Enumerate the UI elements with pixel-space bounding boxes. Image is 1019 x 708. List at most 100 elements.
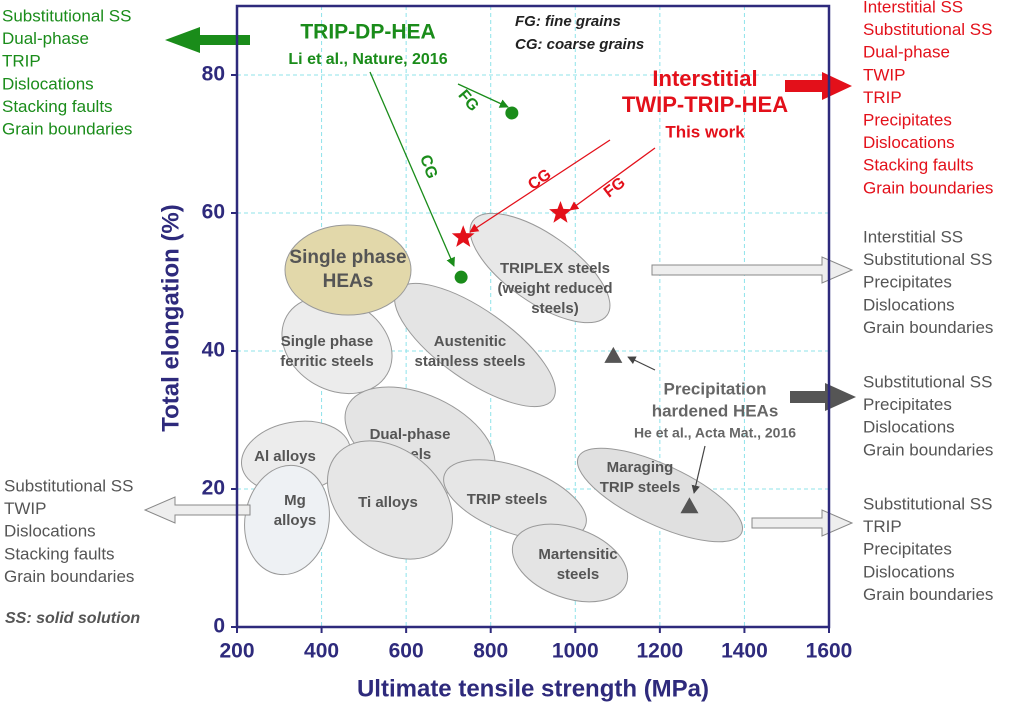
mechanism: Grain boundaries xyxy=(863,178,993,197)
region-label: Al alloys xyxy=(254,448,316,465)
point xyxy=(451,225,475,247)
mechanism: Interstitial SS xyxy=(863,0,963,16)
mechanism: Substitutional SS xyxy=(4,476,133,495)
pointer xyxy=(369,71,455,267)
point xyxy=(454,270,468,284)
y-tick-label: 60 xyxy=(202,201,225,224)
mechanism: Stacking faults xyxy=(2,97,113,116)
mechanism: Precipitates xyxy=(863,273,952,292)
point-label: CG xyxy=(525,166,554,194)
y-tick-label: 80 xyxy=(202,63,225,86)
region-label: stainless steels xyxy=(415,353,526,370)
mechanism: Dislocations xyxy=(4,522,96,541)
mechanism: Substitutional SS xyxy=(863,20,992,39)
pointer xyxy=(457,83,509,108)
y-tick-label: 0 xyxy=(213,615,225,638)
region-label: Dual-phase xyxy=(370,426,451,443)
mechanism: Substitutional SS xyxy=(2,6,131,25)
mechanism: Dislocations xyxy=(2,74,94,93)
x-tick-label: 1200 xyxy=(636,640,683,663)
note: CG: coarse grains xyxy=(515,36,644,53)
mechanism: Precipitates xyxy=(863,110,952,129)
plot-frame xyxy=(235,4,831,629)
reference: He et al., Acta Mat., 2016 xyxy=(634,425,796,441)
point xyxy=(549,201,572,223)
y-axis-label: Total elongation (%) xyxy=(157,204,184,432)
mechanism: Dual-phase xyxy=(2,29,89,48)
region-label: HEAs xyxy=(323,271,374,292)
x-tick-label: 600 xyxy=(389,640,424,663)
mechanism: TRIP xyxy=(2,52,41,71)
point xyxy=(680,497,699,514)
pointer xyxy=(627,356,656,371)
series-label: This work xyxy=(665,122,745,141)
point-label: CG xyxy=(416,153,440,181)
x-tick-label: 1400 xyxy=(721,640,768,663)
reference: Li et al., Nature, 2016 xyxy=(288,51,447,68)
mechanism: Grain boundaries xyxy=(863,585,993,604)
region-label: Martensitic xyxy=(538,546,617,563)
region-label: TRIPLEX steels xyxy=(500,260,610,277)
mechanism: Grain boundaries xyxy=(863,440,993,459)
mechanism: TRIP xyxy=(863,517,902,536)
region-label: Single phase xyxy=(289,247,406,268)
region-label: steels) xyxy=(531,300,579,317)
region-label: (weight reduced xyxy=(497,280,612,297)
mechanism: Substitutional SS xyxy=(863,250,992,269)
point-label: FG xyxy=(455,87,482,115)
arrow-gray xyxy=(143,496,251,524)
arrow-red xyxy=(785,72,852,100)
point xyxy=(505,106,519,120)
mechanism: Stacking faults xyxy=(4,544,115,563)
pointer xyxy=(469,139,611,233)
arrow-gray xyxy=(751,509,854,537)
x-tick-label: 1000 xyxy=(552,640,599,663)
mechanism: Grain boundaries xyxy=(4,567,134,586)
series-label: TWIP-TRIP-HEA xyxy=(622,92,788,117)
x-tick-label: 800 xyxy=(473,640,508,663)
series-label: Precipitation xyxy=(664,379,767,398)
note: SS: solid solution xyxy=(5,610,140,627)
mechanism: Stacking faults xyxy=(863,156,974,175)
mechanism: Grain boundaries xyxy=(2,119,132,138)
mechanism: TWIP xyxy=(863,65,906,84)
region-label: alloys xyxy=(274,512,317,529)
pointer xyxy=(569,147,656,211)
y-tick-label: 40 xyxy=(202,339,225,362)
series-label: Interstitial xyxy=(652,66,757,91)
series-label: TRIP-DP-HEA xyxy=(300,21,435,44)
x-axis-label: Ultimate tensile strength (MPa) xyxy=(357,675,709,702)
point xyxy=(604,346,623,363)
region-label: Maraging xyxy=(607,459,674,476)
mechanism: Precipitates xyxy=(863,540,952,559)
arrow-green xyxy=(165,27,250,53)
series-label: hardened HEAs xyxy=(652,401,779,420)
mechanism: Dislocations xyxy=(863,295,955,314)
region-label: TRIP steels xyxy=(467,491,548,508)
region xyxy=(576,447,744,543)
x-tick-label: 1600 xyxy=(806,640,853,663)
mechanism: Dislocations xyxy=(863,133,955,152)
x-tick-label: 200 xyxy=(219,640,254,663)
region xyxy=(443,459,587,541)
region xyxy=(469,212,611,324)
region-label: Austenitic xyxy=(434,333,507,350)
region xyxy=(326,440,454,560)
arrow-gray xyxy=(651,256,854,284)
mechanism: TRIP xyxy=(863,88,902,107)
mechanism: Interstitial SS xyxy=(863,227,963,246)
region-label: Ti alloys xyxy=(358,494,418,511)
point-label: FG xyxy=(601,174,629,201)
mechanism: Grain boundaries xyxy=(863,318,993,337)
mechanism: TWIP xyxy=(4,499,47,518)
region-label: ferritic steels xyxy=(280,353,373,370)
mechanism: Dislocations xyxy=(863,418,955,437)
x-tick-label: 400 xyxy=(304,640,339,663)
region-label: Single phase xyxy=(281,333,374,350)
region xyxy=(511,523,629,603)
y-tick-label: 20 xyxy=(202,477,225,500)
regions: TRIPLEX steels (weight reduced steels) Sing… xyxy=(240,212,744,603)
note: FG: fine grains xyxy=(515,13,621,30)
pointer xyxy=(691,445,706,494)
